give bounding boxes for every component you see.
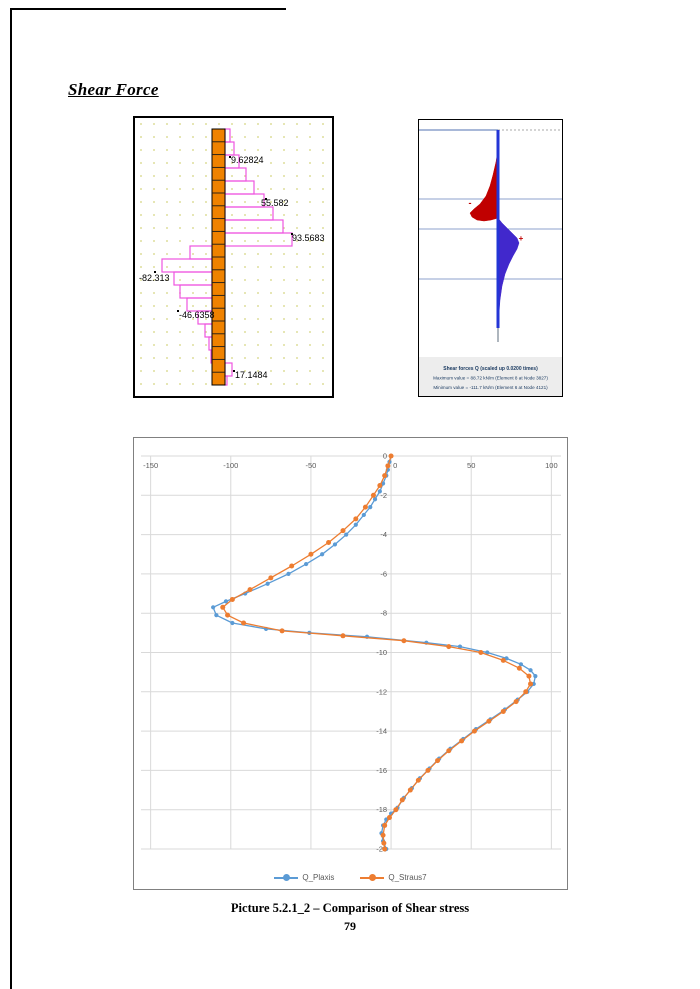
svg-text:Maximum value = 88.72 kN/m (El: Maximum value = 88.72 kN/m (Element 8 at… (433, 376, 548, 381)
legend-label: Q_Plaxis (302, 873, 335, 882)
svg-text:-82.313: -82.313 (139, 273, 170, 283)
chart-legend: Q_Plaxis Q_Straus7 (134, 873, 567, 882)
svg-text:50: 50 (467, 461, 475, 470)
figure-caption: Picture 5.2.1_2 – Comparison of Shear st… (230, 901, 470, 915)
svg-text:-4: -4 (380, 530, 387, 539)
section-heading: Shear Force (68, 80, 159, 99)
legend-item-q_straus7: Q_Straus7 (360, 873, 427, 882)
svg-text:100: 100 (545, 461, 558, 470)
svg-text:0: 0 (393, 461, 397, 470)
svg-text:Minimum value = -111.7 kN/m (E: Minimum value = -111.7 kN/m (Element 6 a… (433, 385, 548, 390)
svg-text:-150: -150 (143, 461, 158, 470)
svg-text:0: 0 (383, 452, 387, 461)
legend-label: Q_Straus7 (388, 873, 427, 882)
svg-text:17.1484: 17.1484 (235, 370, 268, 380)
svg-text:-: - (469, 198, 472, 208)
svg-text:-10: -10 (376, 648, 387, 657)
legend-marker-icon (274, 874, 299, 882)
svg-text:-2: -2 (380, 491, 387, 500)
plaxis-shear-output-canvas: - + Shear forces Q (scaled up 0.0200 times… (419, 120, 562, 396)
legend-item-q_plaxis: Q_Plaxis (274, 873, 334, 882)
shear-force-step-diagram-canvas: 9.62824 55.582 93.5683 -82.313 -46.6358 17.14… (135, 118, 332, 396)
legend-marker-icon (360, 874, 385, 882)
comparison-chart-canvas: -150 -100 -50 0 50 100 0 -2 -4 -6 -8 -10 -12 -14 -16 -1… (134, 438, 567, 889)
comparison-chart: -150 -100 -50 0 50 100 0 -2 -4 -6 -8 -10 -12 -14 -16 -1… (133, 437, 568, 890)
svg-text:-12: -12 (376, 687, 387, 696)
svg-text:Shear forces Q (scaled up 0.02: Shear forces Q (scaled up 0.0200 times) (443, 366, 538, 372)
page-border-horizontal-line (10, 8, 286, 10)
svg-text:93.5683: 93.5683 (292, 233, 325, 243)
svg-text:-20: -20 (376, 845, 387, 854)
svg-text:-16: -16 (376, 766, 387, 775)
svg-text:-14: -14 (376, 727, 387, 736)
svg-text:9.62824: 9.62824 (231, 155, 264, 165)
page-border-vertical-line (10, 8, 12, 989)
svg-text:55.582: 55.582 (261, 198, 289, 208)
svg-text:-50: -50 (306, 461, 317, 470)
svg-text:-6: -6 (380, 569, 387, 578)
svg-text:-100: -100 (223, 461, 238, 470)
svg-text:+: + (519, 234, 524, 243)
svg-text:-8: -8 (380, 609, 387, 618)
svg-text:-18: -18 (376, 805, 387, 814)
page-number: 79 (344, 919, 356, 933)
svg-text:-46.6358: -46.6358 (179, 310, 215, 320)
shear-force-step-diagram: 9.62824 55.582 93.5683 -82.313 -46.6358 17.14… (133, 116, 334, 398)
plaxis-shear-output-figure: - + Shear forces Q (scaled up 0.0200 times… (418, 119, 563, 397)
